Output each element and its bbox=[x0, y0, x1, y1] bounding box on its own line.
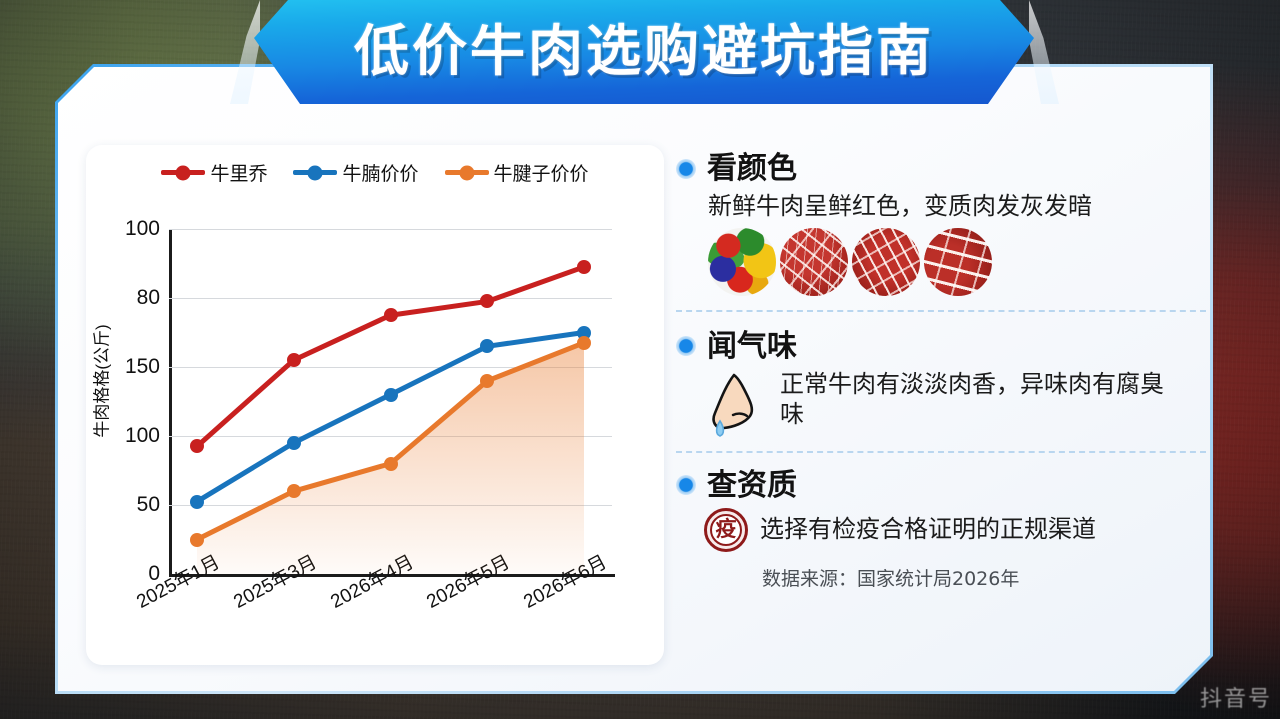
tip-body: 新鲜牛肉呈鲜红色，变质肉发灰发暗 bbox=[708, 192, 1092, 220]
quarantine-seal-icon: 疫 bbox=[704, 507, 748, 552]
legend-label: 牛腩价价 bbox=[342, 164, 419, 185]
bullet-icon bbox=[676, 475, 696, 496]
y-tick-label: 50 bbox=[136, 493, 160, 516]
data-point bbox=[480, 294, 495, 309]
tip-header: 看颜色 bbox=[676, 152, 1206, 185]
legend-swatch bbox=[293, 170, 338, 175]
legend-label: 牛里乔 bbox=[210, 164, 268, 185]
legend-item: 牛里乔 bbox=[161, 159, 267, 186]
gridline bbox=[169, 298, 612, 299]
tip-section-qualification: 查资质 疫 选择有检疫合格证明的正规渠道 数据来源：国家统计局2026年 bbox=[676, 469, 1206, 591]
data-point bbox=[383, 308, 398, 323]
tip-body: 选择有检疫合格证明的正规渠道 bbox=[760, 515, 1096, 544]
seal-character: 疫 bbox=[715, 517, 737, 542]
tip-title: 闻气味 bbox=[707, 328, 797, 364]
chart-legend: 牛里乔 牛腩价价 牛腱子价价 bbox=[86, 159, 664, 186]
tip-body: 正常牛肉有淡淡肉香，异味肉有腐臭味 bbox=[780, 369, 1164, 429]
tip-header: 查资质 bbox=[676, 469, 1206, 502]
y-tick-label: 100 bbox=[124, 424, 160, 447]
meat-photo-row bbox=[708, 227, 1206, 296]
data-point bbox=[286, 435, 301, 450]
gridline bbox=[169, 229, 612, 230]
section-divider-1 bbox=[676, 309, 1206, 312]
data-point bbox=[286, 353, 301, 368]
beef-photo-3 bbox=[924, 227, 992, 296]
y-tick-label: 100 bbox=[124, 217, 160, 240]
vegetables-photo bbox=[708, 227, 776, 296]
data-point bbox=[190, 494, 204, 509]
title-banner: 低价牛肉选购避坑指南 bbox=[254, 0, 1034, 104]
legend-item: 牛腩价价 bbox=[293, 159, 419, 186]
beef-photo-2 bbox=[852, 227, 920, 296]
tip-header: 闻气味 bbox=[676, 330, 1206, 363]
plot-area: 100 80 150 100 50 0 2025年1月 2025年3月 2026年4月 2026… bbox=[125, 217, 612, 613]
tip-title: 查资质 bbox=[707, 467, 797, 503]
legend-label: 牛腱子价价 bbox=[493, 164, 589, 185]
y-tick-label: 150 bbox=[124, 355, 160, 378]
x-axis-line bbox=[169, 574, 615, 577]
data-point bbox=[480, 373, 495, 388]
bullet-icon bbox=[676, 158, 696, 179]
series-area bbox=[197, 342, 584, 574]
section-divider-2 bbox=[676, 450, 1206, 453]
legend-swatch bbox=[444, 170, 489, 175]
tip-section-color: 看颜色 新鲜牛肉呈鲜红色，变质肉发灰发暗 bbox=[676, 152, 1206, 312]
data-point bbox=[190, 439, 204, 454]
data-point bbox=[577, 259, 591, 274]
tip-content-row: 疫 选择有检疫合格证明的正规渠道 bbox=[704, 507, 1206, 552]
data-point bbox=[286, 484, 301, 499]
data-point bbox=[190, 532, 204, 547]
gridline bbox=[169, 436, 612, 437]
watermark: 抖音号 bbox=[1199, 687, 1272, 712]
bullet-icon bbox=[676, 336, 696, 357]
gridline bbox=[169, 367, 612, 368]
y-axis-label: 牛肉格格(公斤) bbox=[92, 324, 112, 438]
data-point bbox=[383, 387, 398, 402]
chart-panel: 牛里乔 牛腩价价 牛腱子价价 牛肉格格(公斤) 100 80 150 100 50 0 202… bbox=[86, 145, 664, 665]
y-axis-line bbox=[169, 229, 172, 576]
tip-content-row: 正常牛肉有淡淡肉香，异味肉有腐臭味 bbox=[704, 369, 1206, 437]
data-point bbox=[577, 335, 591, 350]
data-point bbox=[383, 456, 398, 471]
beef-photo-1 bbox=[780, 227, 848, 296]
legend-item: 牛腱子价价 bbox=[444, 159, 589, 186]
legend-swatch bbox=[161, 170, 206, 175]
data-point bbox=[480, 339, 495, 354]
y-tick-label: 80 bbox=[136, 286, 160, 309]
tip-title: 看颜色 bbox=[707, 151, 797, 186]
tip-section-smell: 闻气味 正常牛肉有淡淡肉香，异味肉有腐臭味 bbox=[676, 330, 1206, 453]
nose-icon bbox=[712, 373, 754, 437]
data-source-note: 数据来源：国家统计局2026年 bbox=[762, 567, 1020, 590]
tips-panel: 看颜色 新鲜牛肉呈鲜红色，变质肉发灰发暗 闻气味 正常牛肉有淡淡肉香，异味肉有腐… bbox=[676, 152, 1206, 591]
y-tick-label: 0 bbox=[148, 562, 160, 585]
page-title: 低价牛肉选购避坑指南 bbox=[353, 18, 934, 83]
